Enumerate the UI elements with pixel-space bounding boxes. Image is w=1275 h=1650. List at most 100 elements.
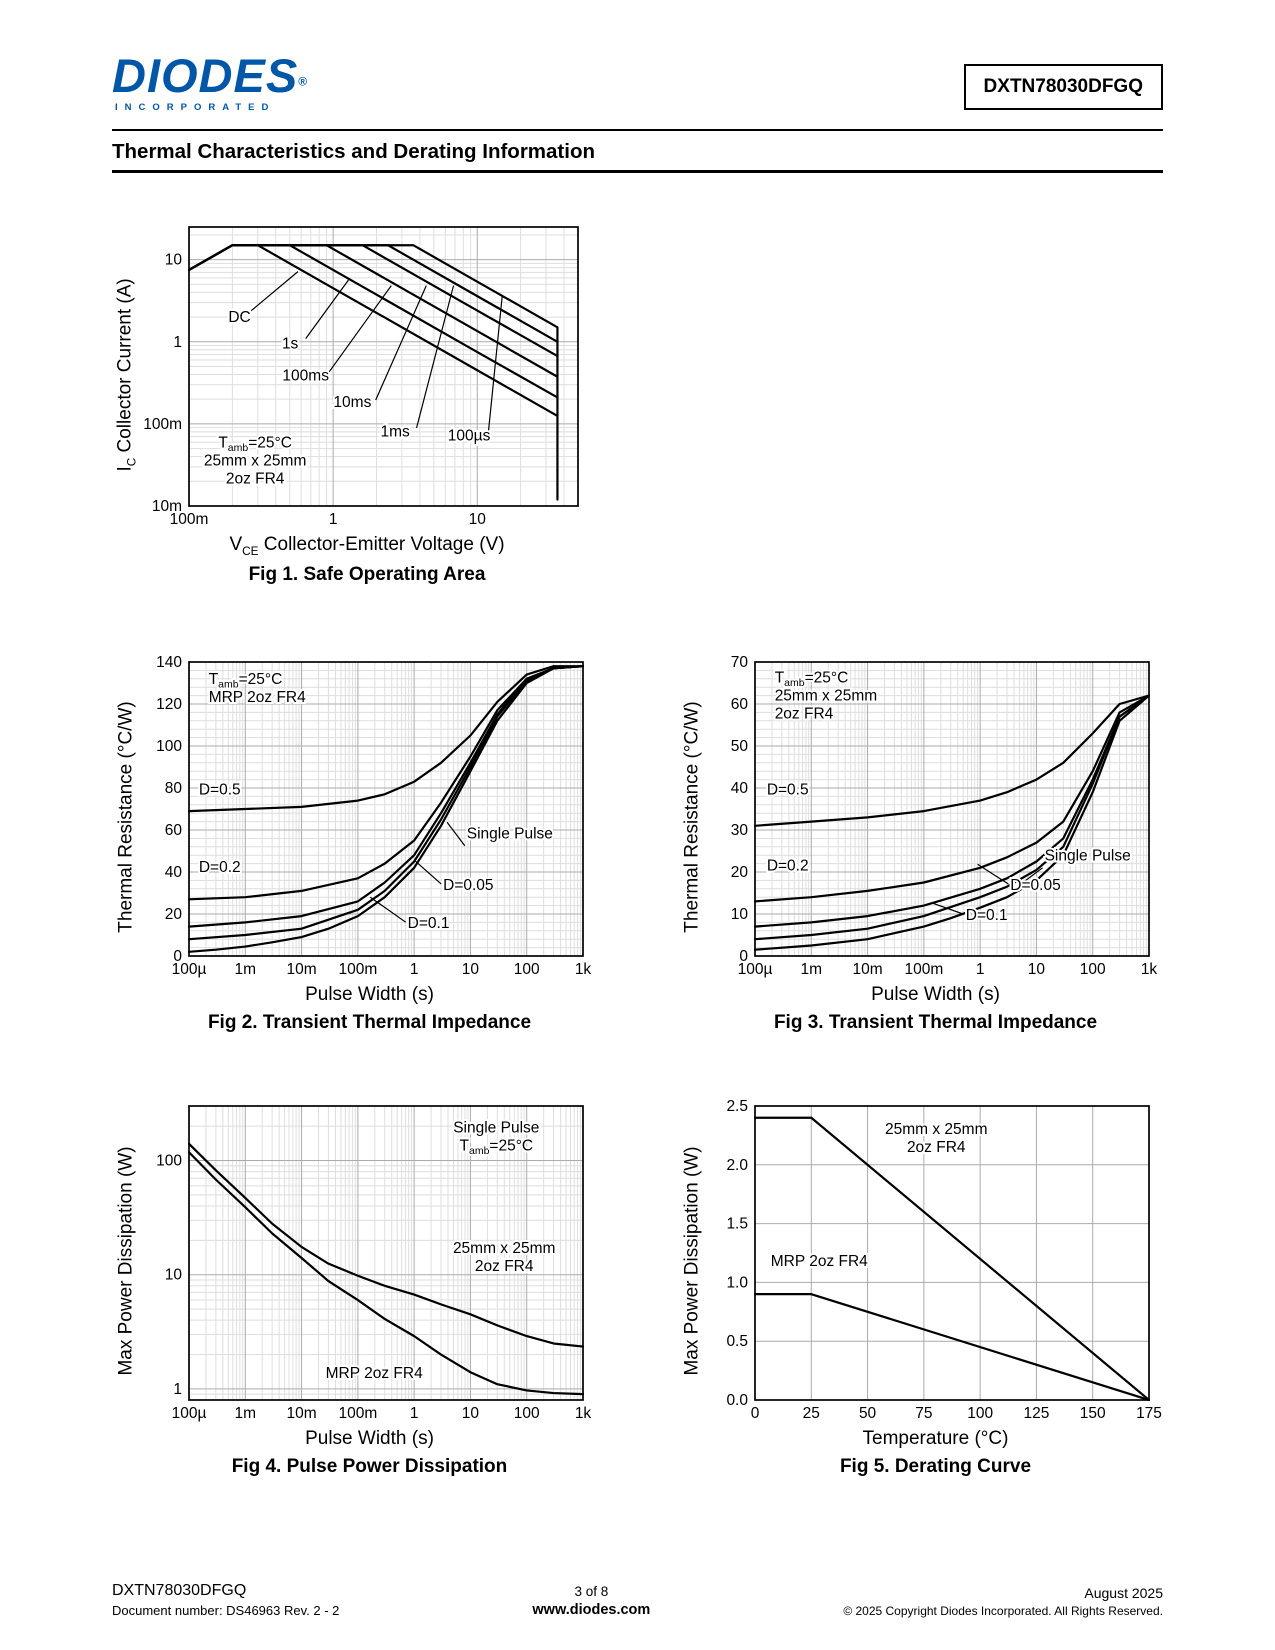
svg-text:Single Pulse: Single Pulse (453, 1119, 539, 1136)
svg-text:100µ: 100µ (172, 961, 207, 978)
footer-part-number: DXTN78030DFGQ (112, 1582, 247, 1599)
svg-text:1: 1 (410, 961, 419, 978)
figure-row-2: Thermal Resistance (°C/W) 100µ 1m 10m 100m 1… (112, 652, 1163, 1034)
svg-text:100m: 100m (338, 961, 377, 978)
svg-text:10m: 10m (852, 961, 882, 978)
svg-text:100: 100 (1080, 961, 1106, 978)
svg-text:100: 100 (156, 738, 182, 755)
footer-center: 3 of 8 www.diodes.com (532, 1584, 650, 1618)
svg-text:10: 10 (165, 1267, 183, 1284)
svg-text:1ms: 1ms (381, 423, 411, 440)
svg-text:10: 10 (469, 511, 487, 528)
svg-text:2oz FR4: 2oz FR4 (907, 1139, 966, 1156)
svg-text:10ms: 10ms (333, 394, 371, 411)
svg-text:0: 0 (173, 948, 182, 965)
svg-text:100m: 100m (170, 511, 209, 528)
svg-text:2.0: 2.0 (726, 1157, 748, 1174)
figure-row-3: Max Power Dissipation (W) 100µ 1m 10m 100m 1… (112, 1096, 1163, 1478)
page-header: DIODES® INCORPORATED DXTN78030DFGQ (112, 52, 1163, 113)
fig2-y-axis-label: Thermal Resistance (°C/W) (116, 701, 138, 933)
svg-text:MRP 2oz FR4: MRP 2oz FR4 (771, 1253, 868, 1270)
figure-row-1: IC Collector Current (A) 100m 1 10 10 1 100m 1… (112, 217, 1163, 586)
fig3-plot-area: 100µ 1m 10m 100m 1 10 100 1k 0 10 20 30 40 50 60 70 Tamb… (708, 652, 1163, 982)
figure-4-pulse-power-dissipation: Max Power Dissipation (W) 100µ 1m 10m 100m 1… (112, 1096, 597, 1478)
logo-wordmark: DIODES (112, 49, 299, 102)
svg-text:D=0.05: D=0.05 (1010, 877, 1060, 894)
svg-text:0.5: 0.5 (726, 1333, 748, 1350)
svg-text:50: 50 (859, 1405, 877, 1422)
svg-text:MRP 2oz FR4: MRP 2oz FR4 (326, 1365, 423, 1382)
svg-text:MRP 2oz FR4: MRP 2oz FR4 (209, 689, 306, 706)
svg-text:40: 40 (165, 864, 183, 881)
fig1-column: 100m 1 10 10 1 100m 10m DC 1s 100ms 10ms 1ms 100µs Ta… (142, 217, 592, 586)
svg-text:10: 10 (1028, 961, 1046, 978)
svg-text:D=0.5: D=0.5 (199, 781, 241, 798)
svg-text:1: 1 (173, 334, 182, 351)
svg-text:Tamb=25°C: Tamb=25°C (218, 434, 292, 454)
footer-page-number: 3 of 8 (574, 1584, 609, 1599)
svg-text:100µ: 100µ (738, 961, 773, 978)
fig3-column: 100µ 1m 10m 100m 1 10 100 1k 0 10 20 30 40 50 60 70 Tamb… (708, 652, 1163, 1034)
svg-text:25mm x 25mm: 25mm x 25mm (453, 1240, 556, 1257)
svg-text:10: 10 (462, 1405, 480, 1422)
fig3-y-axis-label: Thermal Resistance (°C/W) (682, 701, 704, 933)
svg-text:100µs: 100µs (448, 427, 491, 444)
svg-text:D=0.05: D=0.05 (443, 877, 493, 894)
svg-text:1m: 1m (801, 961, 823, 978)
header-divider (112, 129, 1163, 131)
footer-right: August 2025 © 2025 Copyright Diodes Inco… (843, 1585, 1163, 1618)
svg-text:125: 125 (1023, 1405, 1049, 1422)
svg-text:1: 1 (173, 1381, 182, 1398)
svg-text:1: 1 (410, 1405, 419, 1422)
svg-text:25mm x 25mm: 25mm x 25mm (775, 687, 878, 704)
fig2-column: 100µ 1m 10m 100m 1 10 100 1k 0 20 40 60 80 100 120 140 T… (142, 652, 597, 1034)
svg-text:1: 1 (976, 961, 985, 978)
logo-wordmark-row: DIODES® (112, 52, 307, 99)
svg-text:0.0: 0.0 (726, 1392, 748, 1409)
svg-text:0: 0 (751, 1405, 760, 1422)
registered-trademark-icon: ® (298, 74, 308, 89)
svg-text:2.5: 2.5 (726, 1098, 748, 1115)
figure-5-derating-curve: Max Power Dissipation (W) 0 25 50 75 100 125 1… (678, 1096, 1163, 1478)
svg-text:100: 100 (967, 1405, 993, 1422)
logo-incorporated-text: INCORPORATED (115, 102, 276, 113)
svg-text:75: 75 (915, 1405, 932, 1422)
svg-text:10m: 10m (152, 498, 182, 515)
svg-text:140: 140 (156, 654, 182, 671)
svg-text:D=0.2: D=0.2 (199, 859, 241, 876)
svg-text:D=0.5: D=0.5 (767, 781, 809, 798)
svg-text:100m: 100m (338, 1405, 377, 1422)
svg-text:D=0.2: D=0.2 (767, 858, 809, 875)
svg-text:10m: 10m (286, 961, 316, 978)
fig2-plot-area: 100µ 1m 10m 100m 1 10 100 1k 0 20 40 60 80 100 120 140 T… (142, 652, 597, 982)
page-footer: DXTN78030DFGQ Document number: DS46963 R… (112, 1582, 1163, 1618)
svg-text:10m: 10m (286, 1405, 316, 1422)
figure-1-safe-operating-area: IC Collector Current (A) 100m 1 10 10 1 100m 1… (112, 217, 592, 586)
svg-text:1s: 1s (282, 335, 299, 352)
svg-text:Tamb=25°C: Tamb=25°C (775, 669, 849, 689)
fig5-column: 0 25 50 75 100 125 150 175 0.0 0.5 1.0 1.5 2.0 2.5 25m… (708, 1096, 1163, 1478)
svg-text:120: 120 (156, 696, 182, 713)
fig1-plot-area: 100m 1 10 10 1 100m 10m DC 1s 100ms 10ms 1ms 100µs Ta… (142, 217, 592, 532)
svg-text:100: 100 (514, 1405, 540, 1422)
svg-text:30: 30 (731, 822, 749, 839)
fig4-plot-area: 100µ 1m 10m 100m 1 10 100 1k 100 10 1 Single Pulse T… (142, 1096, 597, 1426)
svg-text:50: 50 (731, 738, 749, 755)
svg-text:10: 10 (731, 906, 749, 923)
fig5-x-axis-label: Temperature (°C) (862, 1427, 1009, 1449)
part-number-box: DXTN78030DFGQ (963, 64, 1163, 110)
svg-text:1k: 1k (1141, 961, 1158, 978)
svg-text:60: 60 (165, 822, 183, 839)
svg-text:40: 40 (731, 780, 749, 797)
fig5-plot-area: 0 25 50 75 100 125 150 175 0.0 0.5 1.0 1.5 2.0 2.5 25m… (708, 1096, 1163, 1426)
svg-text:10: 10 (165, 252, 183, 269)
svg-text:25: 25 (803, 1405, 820, 1422)
footer-doc-number: Document number: DS46963 Rev. 2 - 2 (112, 1603, 340, 1618)
svg-text:100ms: 100ms (282, 367, 329, 384)
figure-2-transient-thermal-impedance: Thermal Resistance (°C/W) 100µ 1m 10m 100m 1… (112, 652, 597, 1034)
svg-text:0: 0 (739, 948, 748, 965)
svg-text:80: 80 (165, 780, 183, 797)
svg-text:25mm x 25mm: 25mm x 25mm (885, 1121, 988, 1138)
svg-text:100m: 100m (904, 961, 943, 978)
